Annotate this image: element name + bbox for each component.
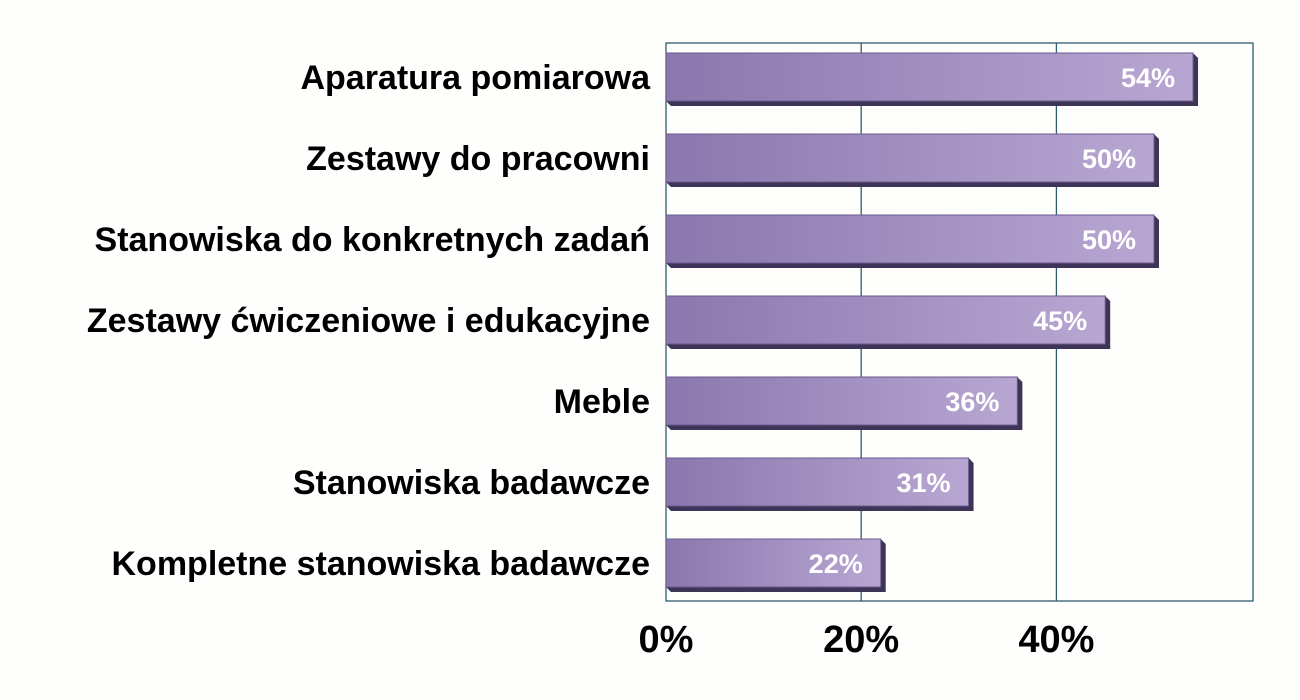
data-label: 50% — [1082, 144, 1136, 174]
category-label: Stanowiska badawcze — [293, 464, 650, 502]
data-label: 36% — [945, 387, 999, 417]
category-label: Zestawy ćwiczeniowe i edukacyjne — [87, 302, 650, 340]
category-labels: Aparatura pomiarowa Zestawy do pracowni S… — [87, 59, 651, 583]
data-label: 54% — [1121, 63, 1175, 93]
bar — [665, 52, 1194, 102]
x-tick-label: 40% — [1018, 619, 1094, 661]
category-label: Kompletne stanowiska badawcze — [112, 545, 651, 583]
data-label: 31% — [897, 468, 951, 498]
data-label: 50% — [1082, 225, 1136, 255]
x-tick-label: 0% — [639, 619, 694, 661]
category-label: Meble — [554, 383, 650, 421]
x-tick-label: 20% — [823, 619, 899, 661]
bar — [665, 376, 1018, 426]
category-label: Zestawy do pracowni — [306, 140, 650, 178]
category-label: Aparatura pomiarowa — [300, 59, 651, 97]
bar — [665, 214, 1155, 264]
bar — [665, 457, 970, 507]
data-label: 22% — [809, 549, 863, 579]
bar — [665, 295, 1106, 345]
data-label: 45% — [1033, 306, 1087, 336]
category-label: Stanowiska do konkretnych zadań — [95, 221, 650, 259]
bars: 54% 50% 50% 45% 36% 31% 22% — [665, 52, 1199, 592]
x-axis-ticks: 0% 20% 40% — [639, 619, 1095, 661]
bar — [665, 133, 1155, 183]
bar — [665, 538, 882, 588]
